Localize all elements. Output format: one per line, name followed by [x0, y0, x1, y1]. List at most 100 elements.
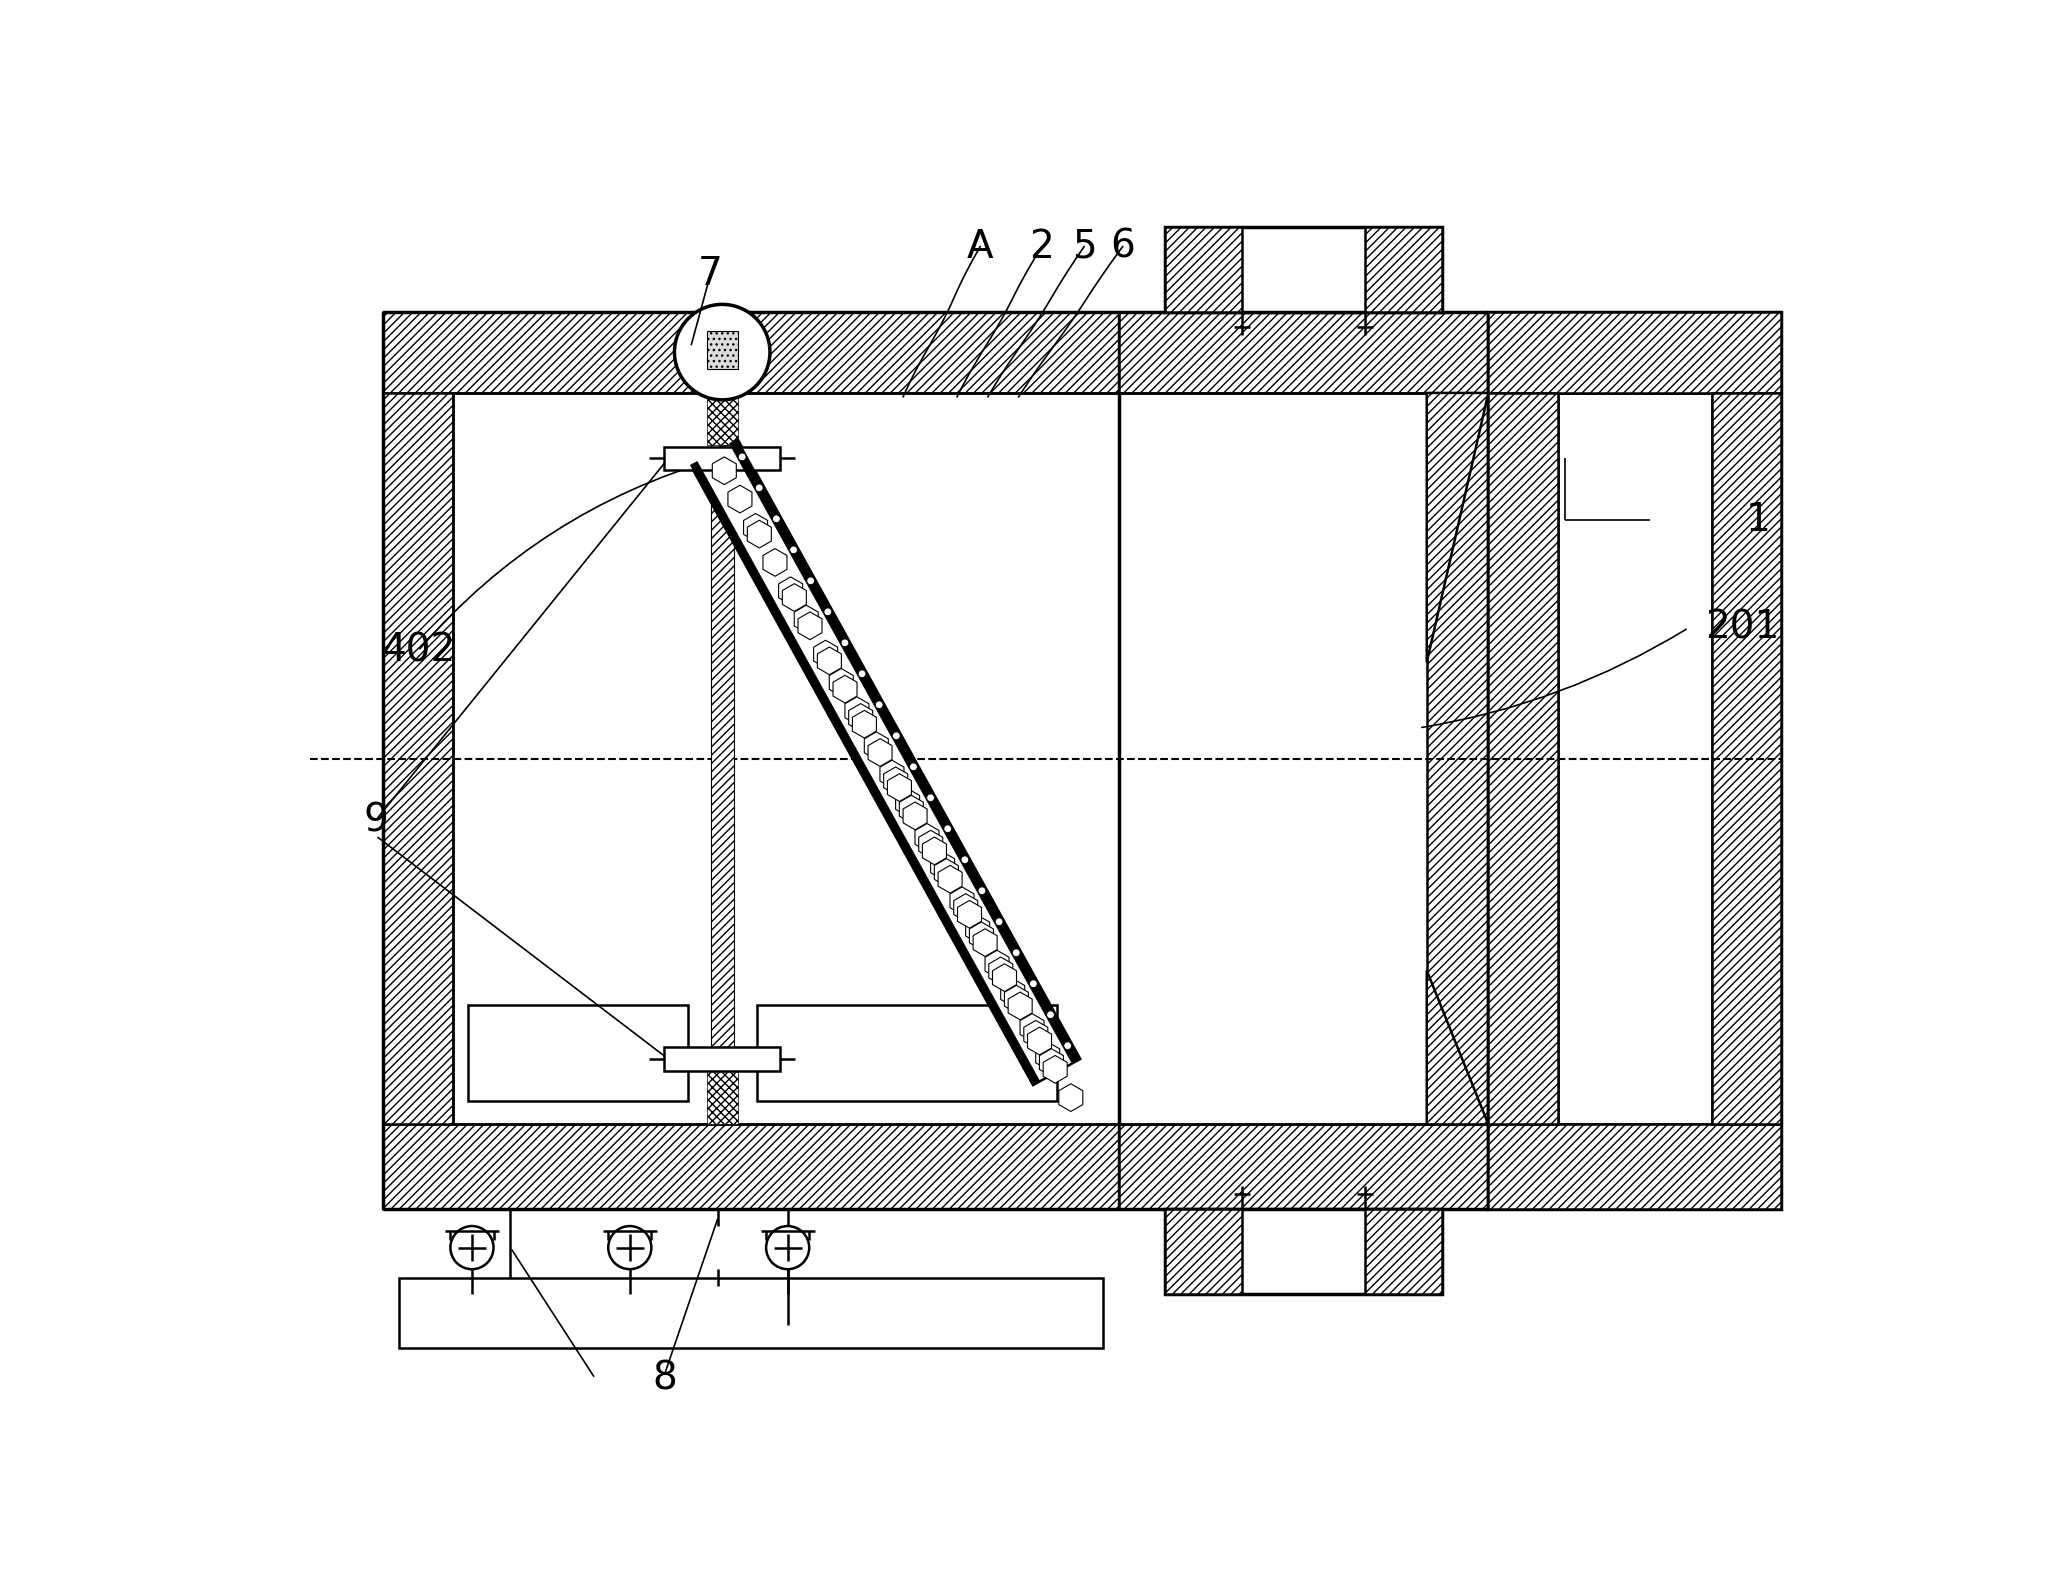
Polygon shape	[690, 461, 1040, 1084]
Bar	[400, 1278, 1104, 1347]
Circle shape	[978, 886, 986, 894]
Polygon shape	[729, 439, 1081, 1064]
Polygon shape	[986, 951, 1009, 977]
Polygon shape	[973, 929, 996, 957]
Circle shape	[1064, 1042, 1071, 1050]
Bar	[1489, 1124, 1781, 1209]
Circle shape	[772, 515, 781, 523]
Polygon shape	[712, 456, 737, 485]
Polygon shape	[1044, 1056, 1067, 1083]
Circle shape	[841, 639, 849, 647]
Polygon shape	[1058, 1084, 1083, 1111]
Circle shape	[996, 918, 1002, 926]
Polygon shape	[748, 521, 770, 548]
Polygon shape	[1023, 1020, 1048, 1048]
Bar	[1166, 1209, 1243, 1294]
Polygon shape	[814, 641, 837, 667]
Polygon shape	[1040, 1048, 1062, 1077]
Polygon shape	[1009, 992, 1031, 1020]
Bar	[706, 394, 737, 445]
Polygon shape	[828, 669, 853, 696]
Text: 1: 1	[1746, 501, 1771, 538]
Text: 402: 402	[381, 631, 456, 671]
Text: 9: 9	[362, 801, 387, 839]
Circle shape	[1029, 981, 1038, 987]
Polygon shape	[1427, 971, 1489, 1124]
Bar	[1166, 227, 1243, 312]
Polygon shape	[915, 823, 938, 852]
Polygon shape	[920, 831, 942, 858]
Circle shape	[789, 546, 797, 554]
Circle shape	[737, 453, 746, 461]
Polygon shape	[833, 675, 857, 704]
Polygon shape	[1027, 1028, 1052, 1055]
Bar	[468, 1006, 688, 1102]
Polygon shape	[1036, 1042, 1060, 1070]
Circle shape	[1013, 949, 1021, 957]
Text: 5: 5	[1073, 228, 1096, 266]
Polygon shape	[853, 710, 876, 738]
Bar	[383, 394, 454, 1124]
Polygon shape	[727, 485, 752, 513]
Polygon shape	[845, 697, 870, 724]
Polygon shape	[779, 578, 804, 604]
Bar	[1489, 312, 1781, 394]
Polygon shape	[1000, 979, 1025, 1006]
Circle shape	[824, 608, 833, 615]
Bar	[1365, 227, 1441, 312]
Polygon shape	[1004, 985, 1029, 1014]
Circle shape	[1046, 1011, 1054, 1018]
Text: 8: 8	[652, 1360, 677, 1398]
Polygon shape	[783, 584, 806, 611]
Polygon shape	[930, 852, 955, 880]
Bar	[1489, 312, 1781, 1209]
Polygon shape	[965, 914, 990, 943]
Polygon shape	[992, 963, 1017, 992]
Polygon shape	[868, 738, 893, 767]
Bar	[383, 312, 1118, 394]
Polygon shape	[690, 439, 1081, 1084]
Circle shape	[876, 700, 882, 708]
Polygon shape	[1021, 1014, 1044, 1042]
Text: 6: 6	[1110, 228, 1135, 266]
Polygon shape	[938, 866, 963, 892]
Bar	[1365, 1209, 1441, 1294]
Text: 7: 7	[698, 255, 723, 293]
Circle shape	[944, 825, 951, 833]
Bar	[1166, 1209, 1441, 1294]
Polygon shape	[880, 760, 903, 789]
Bar	[1118, 312, 1489, 394]
Text: 2: 2	[1029, 228, 1054, 266]
Bar	[1427, 394, 1489, 1124]
Bar	[665, 1047, 781, 1070]
Polygon shape	[922, 837, 946, 864]
Polygon shape	[743, 513, 768, 541]
Bar	[1711, 394, 1781, 1124]
Bar	[1166, 227, 1441, 312]
Polygon shape	[951, 886, 973, 914]
Polygon shape	[864, 732, 888, 760]
Circle shape	[449, 1226, 493, 1269]
Bar	[706, 1072, 737, 1124]
Polygon shape	[934, 859, 959, 886]
Bar	[706, 331, 737, 368]
Polygon shape	[884, 767, 907, 795]
Polygon shape	[969, 922, 994, 949]
Circle shape	[909, 763, 917, 771]
Text: 201: 201	[1704, 609, 1779, 647]
Bar	[1489, 394, 1557, 1124]
Circle shape	[857, 671, 866, 678]
Circle shape	[675, 304, 770, 400]
Bar	[383, 1124, 1118, 1209]
Circle shape	[756, 483, 762, 491]
Polygon shape	[988, 957, 1013, 985]
Polygon shape	[895, 789, 920, 817]
Text: A: A	[967, 228, 994, 266]
Circle shape	[808, 578, 814, 584]
Circle shape	[766, 1226, 810, 1269]
Polygon shape	[797, 612, 822, 639]
Polygon shape	[955, 894, 978, 921]
Polygon shape	[762, 549, 787, 576]
Polygon shape	[888, 774, 911, 801]
Polygon shape	[899, 795, 924, 823]
